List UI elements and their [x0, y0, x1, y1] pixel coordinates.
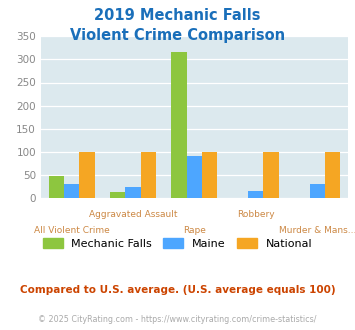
Bar [171, 52, 187, 198]
Text: Rape: Rape [183, 226, 206, 235]
Bar [325, 152, 340, 198]
Bar [125, 187, 141, 198]
Bar [202, 152, 217, 198]
Bar [187, 156, 202, 198]
Legend: Mechanic Falls, Maine, National: Mechanic Falls, Maine, National [38, 234, 317, 253]
Bar [110, 191, 125, 198]
Text: Compared to U.S. average. (U.S. average equals 100): Compared to U.S. average. (U.S. average … [20, 285, 335, 295]
Text: Robbery: Robbery [237, 210, 274, 218]
Bar [49, 176, 64, 198]
Text: Murder & Mans...: Murder & Mans... [279, 226, 355, 235]
Bar [64, 184, 79, 198]
Bar [79, 152, 94, 198]
Bar [141, 152, 156, 198]
Bar [263, 152, 279, 198]
Text: Aggravated Assault: Aggravated Assault [89, 210, 177, 218]
Bar [248, 191, 263, 198]
Text: 2019 Mechanic Falls: 2019 Mechanic Falls [94, 8, 261, 23]
Text: © 2025 CityRating.com - https://www.cityrating.com/crime-statistics/: © 2025 CityRating.com - https://www.city… [38, 315, 317, 324]
Text: All Violent Crime: All Violent Crime [34, 226, 109, 235]
Text: Violent Crime Comparison: Violent Crime Comparison [70, 28, 285, 43]
Bar [310, 184, 325, 198]
